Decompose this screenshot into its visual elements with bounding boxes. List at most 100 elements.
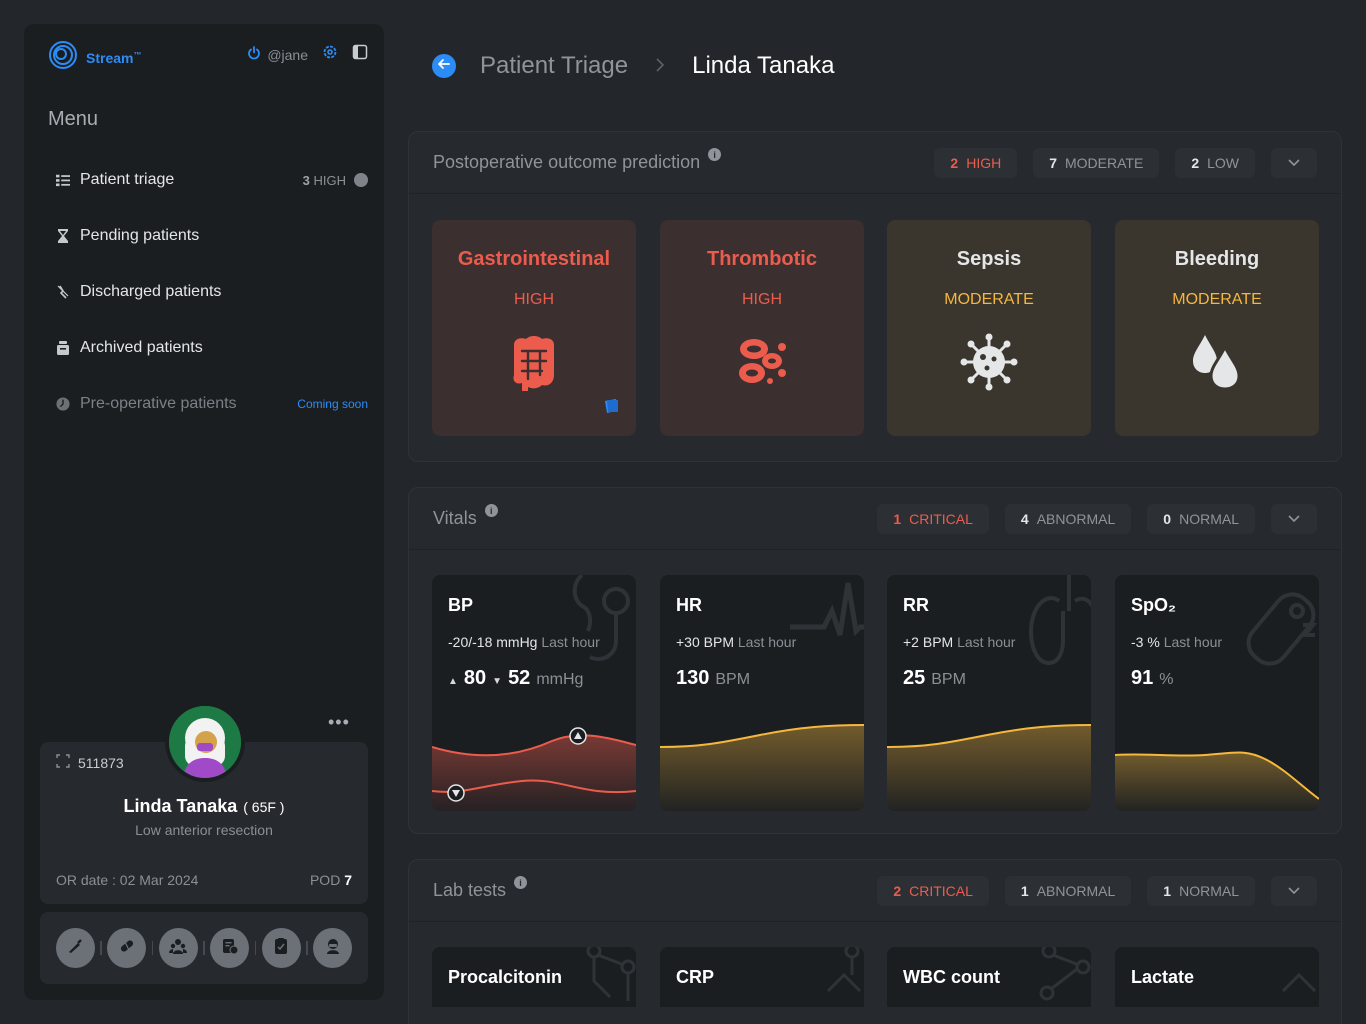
archive-icon bbox=[56, 341, 70, 355]
drops-icon bbox=[1115, 333, 1319, 391]
moderate-pill[interactable]: 7 MODERATE bbox=[1033, 147, 1160, 178]
sidebar-item-label: Patient triage bbox=[80, 171, 175, 188]
lab-card-procalcitonin[interactable]: Procalcitonin bbox=[432, 947, 636, 1007]
chevron-down-icon bbox=[1288, 510, 1300, 528]
sidebar-item-archived-patients[interactable]: Archived patients bbox=[24, 320, 384, 376]
sidebar-item-discharged-patients[interactable]: Discharged patients bbox=[24, 264, 384, 320]
collapse-button[interactable] bbox=[1271, 503, 1317, 534]
panel-title: Postoperative outcome prediction i bbox=[433, 148, 918, 173]
brand-name: Stream™ bbox=[86, 49, 142, 66]
high-pill[interactable]: 2 HIGH bbox=[934, 147, 1018, 178]
prediction-card-bleeding[interactable]: Bleeding MODERATE bbox=[1115, 220, 1319, 436]
scalpel-button[interactable] bbox=[56, 928, 95, 968]
prediction-card-thrombotic[interactable]: Thrombotic HIGH bbox=[660, 220, 864, 436]
vital-value: ▲ 80 ▼ 52 mmHg bbox=[448, 667, 584, 689]
lab-card-wbc-count[interactable]: WBC count bbox=[887, 947, 1091, 1007]
card-level: MODERATE bbox=[944, 291, 1034, 308]
note-icon[interactable] bbox=[604, 398, 620, 419]
hourglass-icon bbox=[56, 229, 70, 243]
patient-id: 511873 bbox=[56, 754, 124, 771]
back-button[interactable] bbox=[432, 54, 456, 78]
sidebar-item-label: Pending patients bbox=[80, 227, 200, 244]
stethoscope-icon bbox=[572, 575, 630, 661]
molecule-icon bbox=[826, 947, 862, 993]
lab-card-lactate[interactable]: Lactate bbox=[1115, 947, 1319, 1007]
breadcrumb-parent[interactable]: Patient Triage bbox=[480, 52, 629, 79]
care-team-button[interactable] bbox=[158, 928, 198, 968]
sidebar-toggle-icon[interactable] bbox=[352, 44, 368, 65]
sidebar-item-pre-operative-patients: Pre-operative patients Coming soon bbox=[24, 376, 384, 432]
pulse-oximeter-icon bbox=[1246, 592, 1318, 666]
normal-pill[interactable]: 1 NORMAL bbox=[1147, 875, 1255, 906]
checklist-button[interactable] bbox=[261, 928, 301, 968]
prediction-card-gastrointestinal[interactable]: Gastrointestinal HIGH bbox=[432, 220, 636, 436]
brand[interactable]: Stream™ bbox=[48, 40, 141, 75]
vital-card-bp[interactable]: BP -20/-18 mmHg Last hour ▲ 80 ▼ 52 mmHg bbox=[432, 575, 636, 811]
collapse-button[interactable] bbox=[1271, 875, 1317, 906]
rr-trend-chart bbox=[887, 724, 1091, 811]
divider bbox=[100, 941, 102, 955]
info-icon[interactable]: i bbox=[708, 148, 722, 161]
clock-icon bbox=[56, 396, 70, 412]
chevron-down-icon bbox=[1288, 154, 1300, 172]
scalpel-icon bbox=[66, 937, 84, 960]
id-scan-icon bbox=[56, 754, 70, 771]
vital-value: 25 BPM bbox=[903, 667, 966, 689]
discharge-icon bbox=[56, 285, 70, 299]
medication-button[interactable] bbox=[107, 928, 147, 968]
abnormal-pill[interactable]: 4 ABNORMAL bbox=[1004, 503, 1132, 534]
hr-trend-chart bbox=[660, 724, 864, 811]
vital-title: HR bbox=[676, 595, 702, 615]
divider bbox=[151, 941, 154, 955]
sidebar-item-pending-patients[interactable]: Pending patients bbox=[24, 208, 384, 264]
username: @jane bbox=[267, 46, 308, 63]
prediction-card-sepsis[interactable]: Sepsis MODERATE bbox=[887, 220, 1091, 436]
critical-pill[interactable]: 1 CRITICAL bbox=[877, 503, 989, 534]
vital-card-rr[interactable]: RR +2 BPM Last hour 25 BPM bbox=[887, 575, 1091, 811]
collapse-button[interactable] bbox=[1271, 147, 1317, 178]
user-menu[interactable]: @jane bbox=[247, 46, 308, 63]
card-title: Bleeding bbox=[1174, 248, 1260, 270]
low-pill[interactable]: 2 LOW bbox=[1175, 147, 1255, 178]
card-title: Sepsis bbox=[956, 248, 1022, 270]
checklist-icon bbox=[272, 937, 290, 960]
lab-card-crp[interactable]: CRP bbox=[660, 947, 864, 1007]
patient-age-sex: ( 65F ) bbox=[243, 799, 285, 815]
breadcrumb: Patient Triage Linda Tanaka bbox=[432, 52, 834, 80]
surgeon-button[interactable] bbox=[313, 928, 352, 968]
vital-title: SpO₂ bbox=[1131, 595, 1176, 615]
vitals-panel: Vitals i 1 CRITICAL 4 ABNORMAL 0 NORMAL BP -… bbox=[408, 487, 1342, 834]
critical-pill[interactable]: 2 CRITICAL bbox=[877, 875, 989, 906]
info-icon[interactable]: i bbox=[514, 876, 528, 889]
more-options-button[interactable]: ••• bbox=[328, 712, 350, 732]
info-icon[interactable]: i bbox=[484, 504, 498, 517]
card-level: MODERATE bbox=[1172, 291, 1262, 308]
sidebar-item-patient-triage[interactable]: Patient triage 3 HIGH bbox=[24, 152, 384, 208]
report-icon bbox=[221, 937, 239, 960]
card-title: Gastrointestinal bbox=[457, 248, 611, 270]
lab-title: Procalcitonin bbox=[448, 967, 563, 987]
vital-title: BP bbox=[448, 595, 474, 615]
vital-delta: -3 % Last hour bbox=[1131, 634, 1223, 650]
panel-title: Vitals i bbox=[433, 504, 861, 529]
patient-footer: OR date : 02 Mar 2024 POD 7 bbox=[56, 872, 352, 888]
or-date: OR date : 02 Mar 2024 bbox=[56, 872, 199, 888]
sidebar-menu: Patient triage 3 HIGH Pending patients D… bbox=[24, 152, 384, 432]
card-level: HIGH bbox=[742, 291, 782, 308]
vital-card-spo2[interactable]: SpO₂ -3 % Last hour 91% bbox=[1115, 575, 1319, 811]
bp-trend-chart bbox=[432, 727, 636, 811]
surgeon-icon bbox=[324, 937, 342, 960]
report-button[interactable] bbox=[210, 928, 250, 968]
lungs-icon bbox=[1028, 575, 1091, 666]
vital-card-hr[interactable]: HR +30 BPM Last hour 130 BPM bbox=[660, 575, 864, 811]
avatar bbox=[165, 702, 245, 782]
menu-title: Menu bbox=[48, 108, 99, 130]
arrow-left-icon bbox=[437, 57, 451, 76]
panel-title: Lab tests i bbox=[433, 876, 861, 901]
vital-value: 91% bbox=[1131, 667, 1174, 689]
heartbeat-icon bbox=[790, 582, 864, 637]
vital-delta: +30 BPM Last hour bbox=[676, 634, 797, 650]
abnormal-pill[interactable]: 1 ABNORMAL bbox=[1004, 875, 1132, 906]
normal-pill[interactable]: 0 NORMAL bbox=[1147, 503, 1255, 534]
gear-icon[interactable] bbox=[322, 44, 338, 65]
